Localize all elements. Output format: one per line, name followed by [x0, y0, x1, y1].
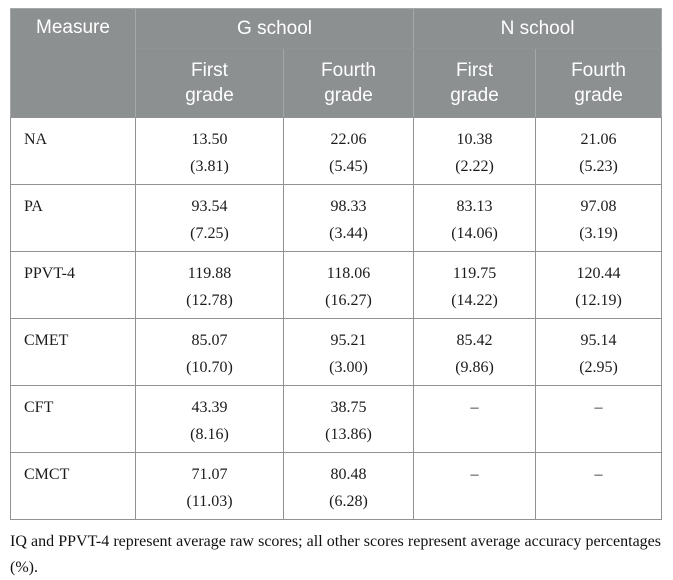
data-cell: 97.08 (3.19) [535, 184, 663, 252]
mean-value: 80.48 [330, 466, 367, 483]
data-cell: 80.48 (6.28) [282, 452, 415, 520]
row-label: CMCT [10, 452, 136, 520]
data-cell: – [535, 385, 663, 453]
row-label: CFT [10, 385, 136, 453]
data-cell: 22.06 (5.45) [282, 117, 415, 185]
sd-value: (3.81) [190, 158, 229, 175]
sd-value: (12.78) [186, 292, 233, 309]
mean-value: 97.08 [580, 198, 617, 215]
mean-value: 38.75 [330, 399, 367, 416]
data-cell: 95.14 (2.95) [535, 318, 663, 386]
header-sub-row: First grade Fourth grade First grade Fou… [11, 48, 663, 118]
data-cell: 10.38 (2.22) [413, 117, 537, 185]
data-cell: 85.07 (10.70) [135, 318, 284, 386]
data-cell: – [535, 452, 663, 520]
data-cell: 119.88 (12.78) [135, 251, 284, 319]
mean-value: 95.21 [330, 332, 367, 349]
sd-value: (2.22) [455, 158, 494, 175]
sd-value: (8.16) [190, 426, 229, 443]
table-row: NA 13.50 (3.81) 22.06 (5.45) 10.38 (2.22… [10, 117, 663, 185]
sd-value: (3.44) [329, 225, 368, 242]
sd-value: (13.86) [325, 426, 372, 443]
mean-value: 71.07 [191, 466, 228, 483]
sd-value: (10.70) [186, 359, 233, 376]
row-label: PPVT-4 [10, 251, 136, 319]
table-row: PPVT-4 119.88 (12.78) 118.06 (16.27) 119… [10, 251, 663, 319]
sd-value: (14.06) [451, 225, 498, 242]
sd-value: (3.19) [579, 225, 618, 242]
sd-value: (7.25) [190, 225, 229, 242]
data-cell: 13.50 (3.81) [135, 117, 284, 185]
mean-value: 93.54 [191, 198, 228, 215]
no-data-dash: – [470, 399, 479, 416]
sd-value: (5.23) [579, 158, 618, 175]
sd-value: (16.27) [325, 292, 372, 309]
column-header-label: First grade [185, 60, 234, 106]
mean-value: 119.88 [187, 265, 232, 282]
table-row: CMET 85.07 (10.70) 95.21 (3.00) 85.42 (9… [10, 318, 663, 386]
mean-value: 10.38 [456, 131, 493, 148]
sd-value: (12.19) [575, 292, 622, 309]
sd-value: (3.00) [329, 359, 368, 376]
column-header-label: First grade [450, 60, 499, 106]
row-label: NA [10, 117, 136, 185]
table-body: NA 13.50 (3.81) 22.06 (5.45) 10.38 (2.22… [10, 117, 663, 520]
mean-value: 83.13 [456, 198, 493, 215]
sd-value: (5.45) [329, 158, 368, 175]
data-cell: 85.42 (9.86) [413, 318, 537, 386]
data-cell: 120.44 (12.19) [535, 251, 663, 319]
data-cell: 98.33 (3.44) [282, 184, 415, 252]
row-label: CMET [10, 318, 136, 386]
data-cell: 38.75 (13.86) [282, 385, 415, 453]
data-cell: 119.75 (14.22) [413, 251, 537, 319]
column-header-n-first-grade: First grade [413, 48, 537, 118]
table-header: Measure G school N school First grade Fo… [10, 8, 663, 118]
data-cell: 95.21 (3.00) [282, 318, 415, 386]
no-data-dash: – [594, 466, 603, 483]
column-group-g-school: G school [134, 8, 415, 49]
sd-value: (6.28) [329, 493, 368, 510]
column-header-n-fourth-grade: Fourth grade [535, 48, 663, 118]
mean-value: 95.14 [580, 332, 617, 349]
data-cell: 21.06 (5.23) [535, 117, 663, 185]
mean-value: 22.06 [330, 131, 367, 148]
mean-value: 85.07 [191, 332, 228, 349]
table-footnote: IQ and PPVT-4 represent average raw scor… [10, 533, 661, 576]
table-row: CFT 43.39 (8.16) 38.75 (13.86) – – [10, 385, 663, 453]
data-cell: 43.39 (8.16) [135, 385, 284, 453]
sd-value: (11.03) [186, 493, 233, 510]
data-cell: – [413, 452, 537, 520]
sd-value: (2.95) [579, 359, 618, 376]
data-cell: – [413, 385, 537, 453]
data-cell: 93.54 (7.25) [135, 184, 284, 252]
mean-value: 21.06 [580, 131, 617, 148]
no-data-dash: – [470, 466, 479, 483]
data-cell: 118.06 (16.27) [282, 251, 415, 319]
data-cell: 71.07 (11.03) [135, 452, 284, 520]
table-row: PA 93.54 (7.25) 98.33 (3.44) 83.13 (14.0… [10, 184, 663, 252]
mean-value: 98.33 [330, 198, 367, 215]
mean-value: 43.39 [191, 399, 228, 416]
column-group-n-school: N school [413, 8, 663, 49]
no-data-dash: – [594, 399, 603, 416]
data-cell: 83.13 (14.06) [413, 184, 537, 252]
column-header-g-first-grade: First grade [135, 48, 284, 118]
mean-value: 118.06 [326, 265, 371, 282]
row-label: PA [10, 184, 136, 252]
sd-value: (14.22) [451, 292, 498, 309]
mean-value: 120.44 [576, 265, 621, 282]
scores-table: Measure G school N school First grade Fo… [10, 8, 663, 520]
table-row: CMCT 71.07 (11.03) 80.48 (6.28) – – [10, 452, 663, 520]
mean-value: 85.42 [456, 332, 493, 349]
header-group-row: Measure G school N school [10, 8, 663, 118]
column-header-label: Fourth grade [571, 60, 626, 106]
column-header-g-fourth-grade: Fourth grade [282, 48, 415, 118]
column-header-label: Fourth grade [321, 60, 376, 106]
mean-value: 13.50 [191, 131, 228, 148]
sd-value: (9.86) [455, 359, 494, 376]
mean-value: 119.75 [452, 265, 497, 282]
column-header-measure: Measure [10, 8, 136, 118]
